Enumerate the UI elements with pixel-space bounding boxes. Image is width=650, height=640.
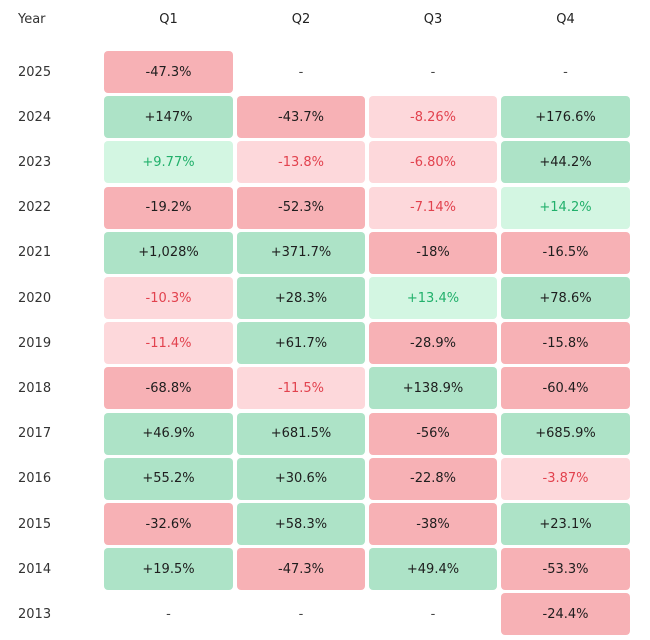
return-cell: -11.5% [237, 367, 365, 410]
return-cell: - [166, 606, 171, 622]
return-cell: -8.26% [369, 96, 497, 139]
return-cell: +371.7% [237, 231, 365, 274]
return-cell: -13.8% [237, 141, 365, 184]
year-label: 2021 [18, 245, 52, 261]
year-label: 2023 [18, 154, 52, 170]
return-cell: -24.4% [501, 593, 630, 636]
return-cell: +44.2% [501, 141, 630, 184]
return-cell: -56% [369, 412, 497, 455]
quarter-header: Q3 [423, 11, 443, 27]
return-cell: +13.4% [369, 277, 497, 319]
return-cell: -7.14% [369, 186, 497, 229]
quarter-header: Q1 [159, 11, 178, 27]
return-cell: +78.6% [501, 277, 630, 319]
return-cell: -47.3% [237, 548, 365, 591]
return-cell: -15.8% [501, 322, 630, 365]
year-label: 2014 [18, 561, 52, 577]
return-cell: - [430, 64, 436, 80]
return-cell: +14.2% [501, 186, 630, 229]
year-label: 2017 [18, 426, 52, 442]
return-cell: -32.6% [104, 503, 233, 545]
return-cell: - [430, 606, 436, 622]
return-cell: +55.2% [104, 457, 233, 500]
return-cell: -38% [369, 503, 497, 545]
return-cell: -19.2% [104, 186, 233, 229]
return-cell: -22.8% [369, 457, 497, 500]
return-cell: +681.5% [237, 412, 365, 455]
return-cell: -16.5% [501, 231, 630, 274]
return-cell: +49.4% [369, 548, 497, 591]
year-label: 2016 [18, 471, 52, 487]
year-label: 2013 [18, 606, 52, 622]
return-cell: -3.87% [501, 457, 630, 500]
return-cell: +1,028% [104, 231, 233, 274]
return-cell: -28.9% [369, 322, 497, 365]
return-cell: +138.9% [369, 367, 497, 410]
return-cell: - [563, 64, 568, 80]
return-cell: -60.4% [501, 367, 630, 410]
year-header: Year [18, 11, 46, 27]
return-cell: -18% [369, 231, 497, 274]
year-label: 2015 [18, 516, 52, 532]
return-cell: +28.3% [237, 277, 365, 319]
return-cell: +9.77% [104, 141, 233, 184]
return-cell: +58.3% [237, 503, 365, 545]
return-cell: +176.6% [501, 96, 630, 139]
return-cell: +61.7% [237, 322, 365, 365]
return-cell: - [298, 606, 304, 622]
return-cell: +23.1% [501, 503, 630, 545]
year-label: 2025 [18, 64, 52, 80]
return-cell: -68.8% [104, 367, 233, 410]
return-cell: +46.9% [104, 412, 233, 455]
quarter-header: Q4 [556, 11, 575, 27]
year-label: 2022 [18, 200, 52, 216]
return-cell: -6.80% [369, 141, 497, 184]
return-cell: -53.3% [501, 548, 630, 591]
return-cell: - [298, 64, 304, 80]
return-cell: +30.6% [237, 457, 365, 500]
return-cell: -43.7% [237, 96, 365, 139]
return-cell: +19.5% [104, 548, 233, 591]
return-cell: -47.3% [104, 51, 233, 93]
return-cell: -52.3% [237, 186, 365, 229]
return-cell: +685.9% [501, 412, 630, 455]
year-label: 2020 [18, 290, 52, 306]
year-label: 2024 [18, 109, 52, 125]
year-label: 2019 [18, 335, 52, 351]
return-cell: -11.4% [104, 322, 233, 365]
quarter-header: Q2 [291, 11, 311, 27]
year-label: 2018 [18, 380, 52, 396]
return-cell: +147% [104, 96, 233, 139]
return-cell: -10.3% [104, 277, 233, 319]
